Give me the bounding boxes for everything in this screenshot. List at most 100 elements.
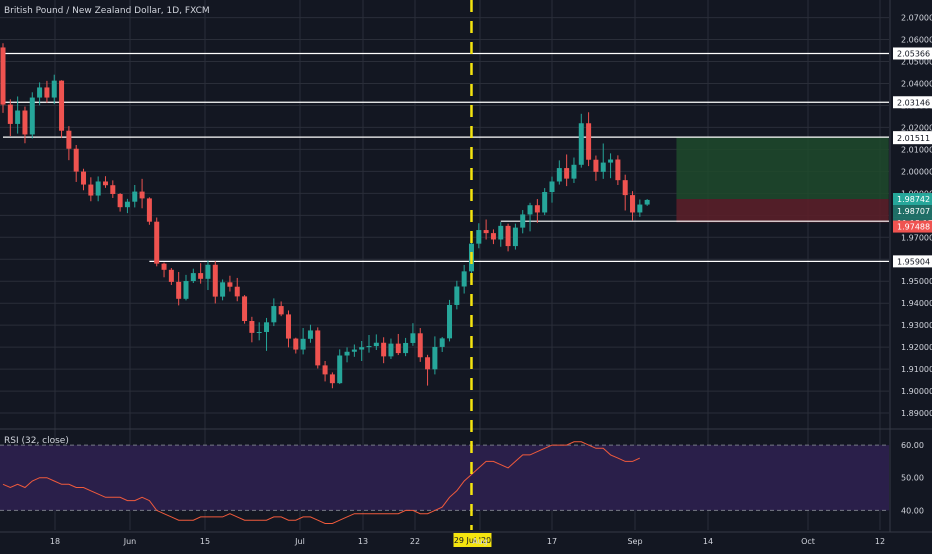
- candle[interactable]: [359, 340, 365, 361]
- candle[interactable]: [37, 82, 43, 106]
- candle[interactable]: [527, 202, 533, 232]
- candle[interactable]: [51, 74, 57, 105]
- candle[interactable]: [124, 198, 130, 214]
- candle[interactable]: [205, 260, 211, 291]
- candle[interactable]: [432, 336, 438, 375]
- candle[interactable]: [29, 92, 35, 139]
- level-price-tag[interactable]: [893, 96, 932, 109]
- candle[interactable]: [264, 317, 270, 351]
- candle[interactable]: [600, 143, 606, 179]
- candle[interactable]: [242, 295, 248, 324]
- rsi-line[interactable]: [2, 441, 641, 524]
- candle[interactable]: [622, 174, 628, 211]
- candle[interactable]: [476, 223, 482, 249]
- candle[interactable]: [344, 347, 350, 363]
- stop-loss-zone[interactable]: [676, 199, 889, 223]
- candle[interactable]: [381, 337, 387, 364]
- candle[interactable]: [249, 316, 255, 343]
- candle[interactable]: [439, 337, 445, 352]
- candle[interactable]: [227, 275, 233, 292]
- candle[interactable]: [410, 323, 416, 346]
- candle[interactable]: [593, 155, 599, 181]
- candle[interactable]: [146, 197, 152, 225]
- candle[interactable]: [198, 263, 204, 284]
- price-tag[interactable]: [893, 193, 932, 206]
- candle[interactable]: [483, 219, 489, 240]
- candle[interactable]: [154, 217, 160, 267]
- level-price-tag[interactable]: [893, 47, 932, 60]
- candle[interactable]: [256, 322, 262, 341]
- candle[interactable]: [542, 188, 548, 216]
- candle[interactable]: [505, 223, 511, 252]
- horizontal-levels[interactable]: [3, 52, 889, 262]
- candle[interactable]: [168, 268, 174, 285]
- candle[interactable]: [630, 191, 636, 221]
- candle[interactable]: [608, 153, 614, 179]
- candle[interactable]: [520, 210, 526, 234]
- candle[interactable]: [615, 155, 621, 185]
- candle[interactable]: [490, 229, 496, 245]
- candle[interactable]: [351, 344, 357, 357]
- candle[interactable]: [556, 160, 562, 185]
- candle[interactable]: [307, 324, 313, 343]
- candle[interactable]: [425, 354, 431, 386]
- candle[interactable]: [586, 112, 592, 167]
- candle[interactable]: [22, 106, 28, 144]
- price-axis[interactable]: 2.070002.060002.050002.040002.030002.020…: [893, 14, 932, 418]
- candle[interactable]: [461, 264, 467, 294]
- time-axis[interactable]: 18 Jun 15 Jul 13 22 Aug 17 Sep 14 Oct 12: [50, 537, 885, 546]
- candle[interactable]: [417, 328, 423, 362]
- candle[interactable]: [454, 280, 460, 310]
- candle[interactable]: [220, 279, 226, 301]
- candle[interactable]: [102, 176, 108, 188]
- candle[interactable]: [271, 298, 277, 327]
- candle[interactable]: [293, 337, 299, 354]
- candle[interactable]: [190, 268, 196, 283]
- candle[interactable]: [110, 180, 116, 198]
- candle[interactable]: [161, 262, 167, 278]
- candle[interactable]: [388, 338, 394, 360]
- candle[interactable]: [278, 301, 284, 317]
- candle[interactable]: [534, 199, 540, 223]
- candle[interactable]: [183, 274, 189, 301]
- price-tag[interactable]: [893, 220, 932, 233]
- candle[interactable]: [300, 328, 306, 355]
- candle[interactable]: [571, 157, 577, 184]
- take-profit-zone[interactable]: [676, 137, 889, 200]
- price-tag[interactable]: [893, 205, 932, 218]
- candle[interactable]: [234, 277, 240, 302]
- candle[interactable]: [139, 178, 145, 209]
- candle[interactable]: [447, 299, 453, 342]
- candle[interactable]: [578, 113, 584, 168]
- candle[interactable]: [366, 335, 372, 353]
- rsi-pane[interactable]: 60.00 50.00 40.00: [0, 441, 924, 524]
- candle[interactable]: [329, 372, 335, 389]
- candle[interactable]: [66, 126, 72, 161]
- candle[interactable]: [564, 154, 570, 187]
- candle[interactable]: [512, 223, 518, 250]
- candle[interactable]: [549, 176, 555, 203]
- candle[interactable]: [95, 176, 101, 202]
- candle[interactable]: [212, 261, 218, 304]
- candle[interactable]: [73, 145, 79, 182]
- candle[interactable]: [0, 43, 6, 113]
- date-marker[interactable]: 29 Jul '20: [453, 0, 492, 547]
- candle[interactable]: [322, 360, 328, 382]
- candle[interactable]: [644, 199, 650, 206]
- candle[interactable]: [373, 334, 379, 351]
- candle[interactable]: [88, 177, 94, 202]
- candle[interactable]: [15, 96, 21, 134]
- candle[interactable]: [81, 168, 87, 191]
- candle[interactable]: [7, 99, 13, 137]
- candle[interactable]: [176, 272, 182, 306]
- candle[interactable]: [395, 333, 401, 356]
- level-price-tag[interactable]: [893, 255, 932, 268]
- candle[interactable]: [337, 349, 343, 385]
- candle[interactable]: [59, 80, 65, 138]
- candle[interactable]: [498, 222, 504, 247]
- candle[interactable]: [403, 337, 409, 357]
- candle[interactable]: [315, 327, 321, 369]
- candle[interactable]: [132, 184, 138, 208]
